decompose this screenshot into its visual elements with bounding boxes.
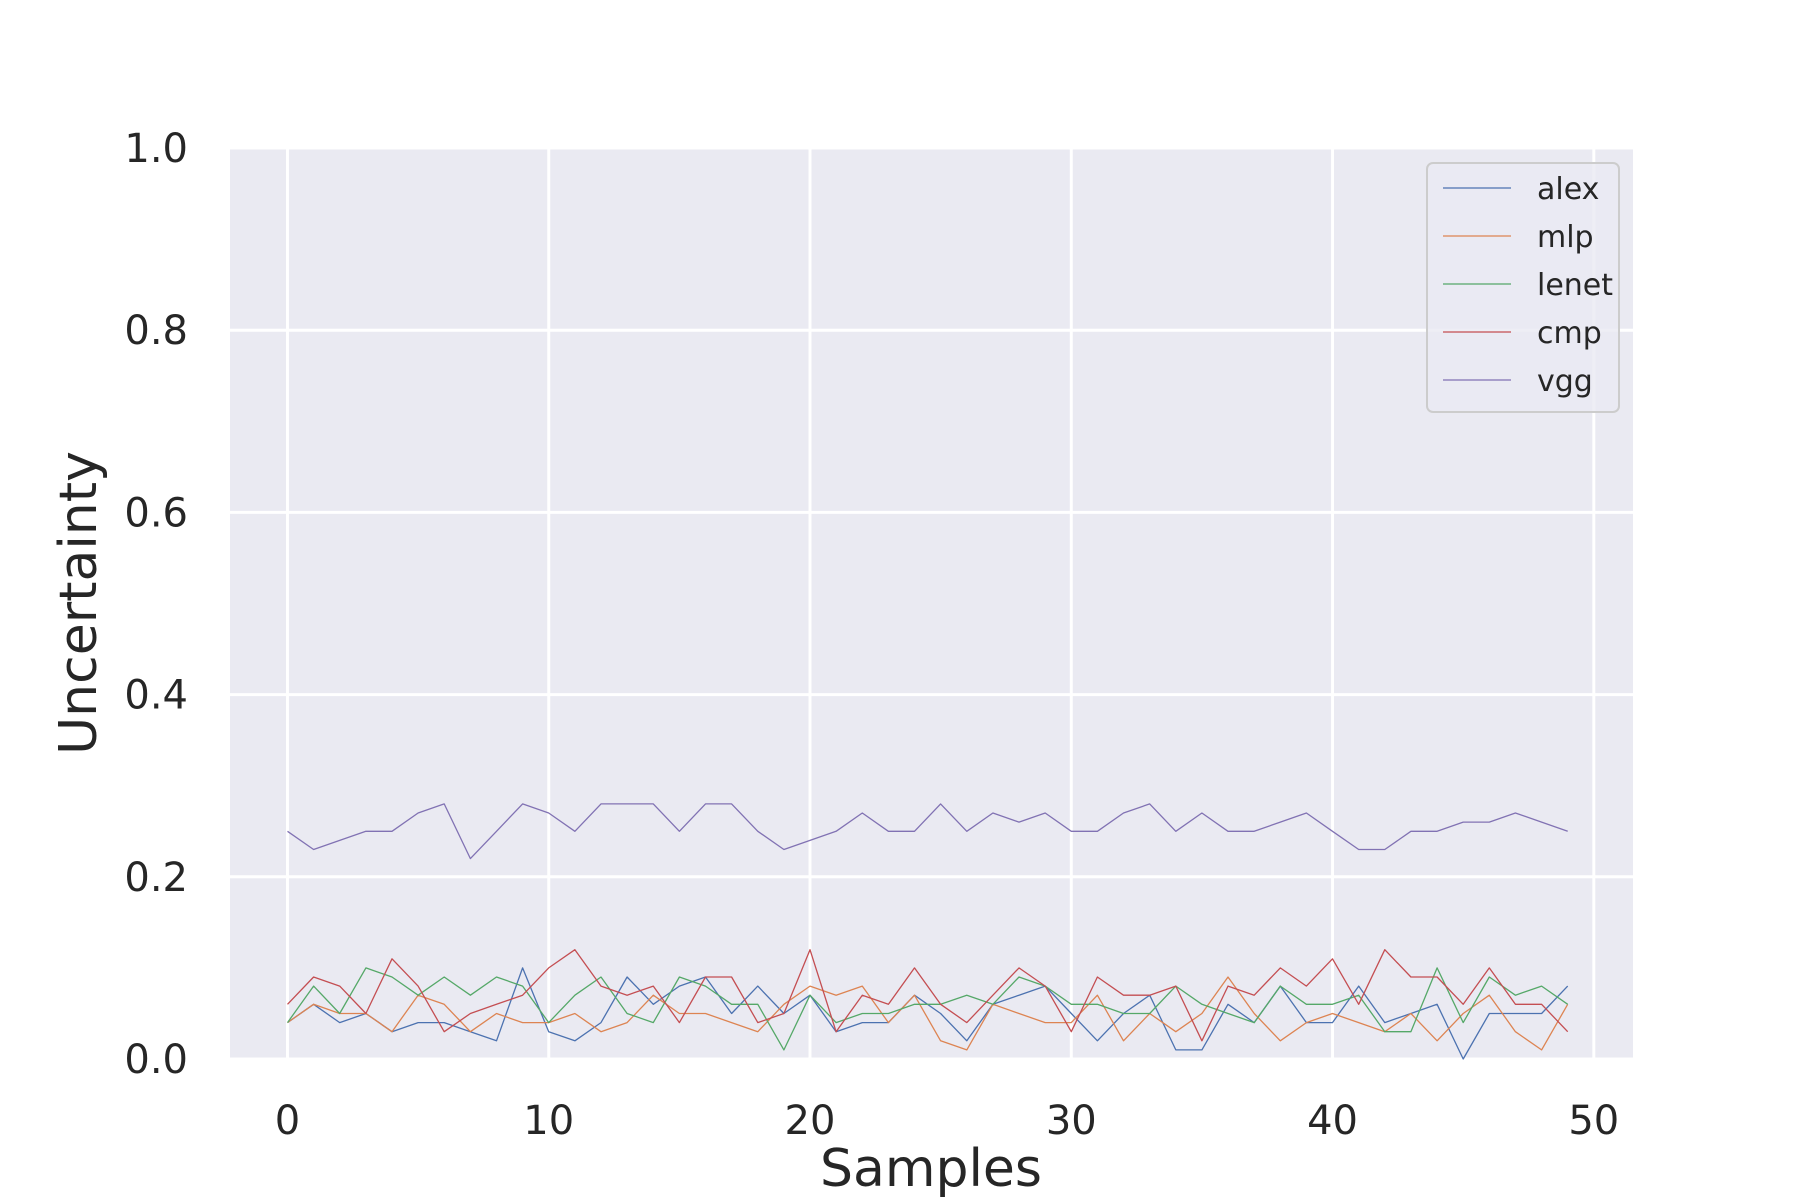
y-ticks: 0.0 0.2 0.4 0.6 0.8 1.0: [124, 126, 188, 1083]
legend-label-mlp: mlp: [1537, 220, 1594, 255]
series-line-vgg: [287, 803, 1568, 860]
x-ticks: 0 10 20 30 40 50: [275, 1098, 1620, 1144]
legend-label-lenet: lenet: [1537, 268, 1613, 303]
x-tick-label: 30: [1046, 1098, 1097, 1144]
legend: alex mlp lenet cmp vgg: [1426, 162, 1620, 413]
x-tick-label: 20: [785, 1098, 836, 1144]
y-axis-label: Uncertainty: [49, 451, 109, 755]
y-tick-label: 1.0: [124, 126, 188, 172]
y-tick-label: 0.0: [124, 1037, 188, 1083]
y-tick-label: 0.8: [124, 308, 188, 354]
x-axis-label: Samples: [820, 1139, 1042, 1199]
plot-area: [230, 148, 1633, 1059]
legend-label-vgg: vgg: [1537, 364, 1593, 399]
y-tick-label: 0.2: [124, 855, 188, 901]
x-tick-label: 10: [523, 1098, 574, 1144]
legend-frame: [1426, 162, 1620, 413]
x-tick-label: 40: [1307, 1098, 1358, 1144]
legend-label-cmp: cmp: [1537, 316, 1602, 351]
series-line-mlp: [287, 976, 1569, 1051]
x-tick-label: 0: [275, 1098, 300, 1144]
x-tick-label: 50: [1568, 1098, 1619, 1144]
legend-label-alex: alex: [1537, 172, 1599, 207]
y-tick-label: 0.6: [124, 490, 188, 536]
series-lines: [286, 803, 1569, 1060]
series-line-cmp: [287, 949, 1569, 1042]
y-tick-label: 0.4: [124, 673, 188, 719]
